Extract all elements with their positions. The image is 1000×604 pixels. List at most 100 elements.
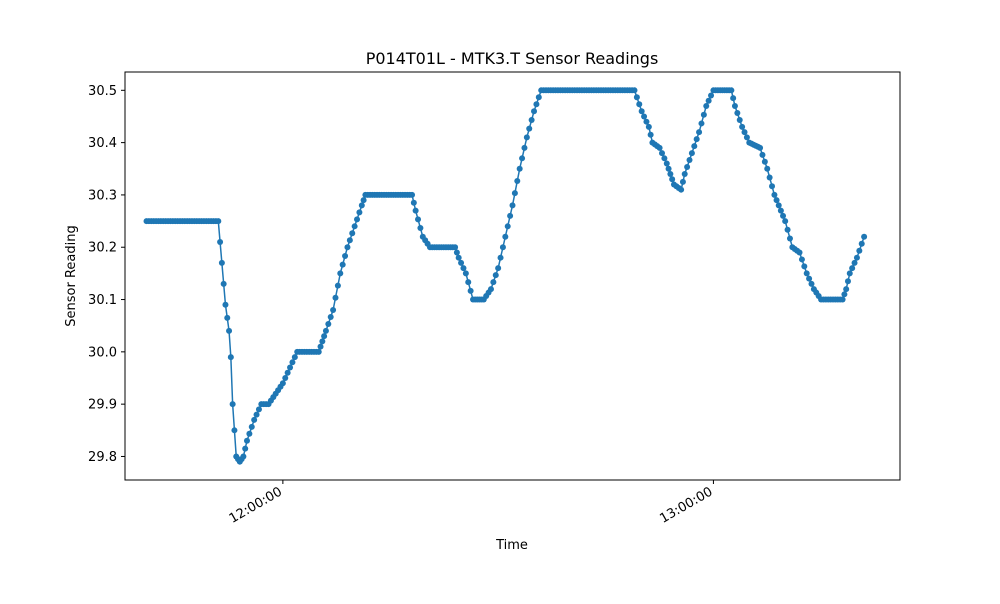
data-point xyxy=(669,176,676,183)
data-point xyxy=(248,423,255,430)
data-point xyxy=(344,244,351,251)
data-point xyxy=(452,244,459,251)
data-point xyxy=(415,216,422,223)
data-point xyxy=(226,327,233,334)
data-point xyxy=(334,282,341,289)
y-tick-label: 30.5 xyxy=(88,84,117,99)
data-point xyxy=(858,240,865,247)
data-point xyxy=(229,401,236,408)
data-point xyxy=(691,143,698,150)
y-axis-label: Sensor Reading xyxy=(64,225,79,326)
data-point xyxy=(354,216,361,223)
data-point xyxy=(251,416,258,423)
y-tick-label: 30.2 xyxy=(88,241,117,256)
data-point xyxy=(319,338,326,345)
data-point xyxy=(698,120,705,127)
data-point xyxy=(526,125,533,132)
data-point xyxy=(641,113,648,120)
data-point xyxy=(460,265,467,272)
data-point xyxy=(851,259,858,266)
data-point xyxy=(782,218,789,225)
data-point xyxy=(495,265,502,272)
data-point xyxy=(734,109,741,116)
data-point xyxy=(315,348,322,355)
data-point xyxy=(645,123,652,130)
y-tick-label: 30.1 xyxy=(88,293,117,308)
data-point xyxy=(693,136,700,143)
data-point xyxy=(844,278,851,285)
data-point xyxy=(499,244,506,251)
y-tick-label: 29.8 xyxy=(88,450,117,465)
data-point xyxy=(780,212,787,219)
data-point xyxy=(224,314,231,321)
data-point xyxy=(849,265,856,272)
data-point xyxy=(528,116,535,123)
data-point xyxy=(730,95,737,102)
data-point xyxy=(497,254,504,261)
data-point xyxy=(728,87,735,94)
data-point xyxy=(502,233,509,240)
data-point xyxy=(700,111,707,118)
data-point xyxy=(786,235,793,242)
data-point xyxy=(349,230,356,237)
data-point xyxy=(321,333,328,340)
data-point xyxy=(705,97,712,104)
axes-frame xyxy=(124,71,901,481)
data-layer xyxy=(143,87,868,465)
data-point xyxy=(342,252,349,259)
data-point xyxy=(327,313,334,320)
data-point xyxy=(462,270,469,277)
data-point xyxy=(412,207,419,214)
data-point xyxy=(856,247,863,254)
data-point xyxy=(638,108,645,115)
data-point xyxy=(222,301,229,308)
data-point xyxy=(769,183,776,190)
chart-title: P014T01L - MTK3.T Sensor Readings xyxy=(366,49,659,68)
data-point xyxy=(467,287,474,294)
data-point xyxy=(766,174,773,181)
data-point xyxy=(686,157,693,164)
y-tick-label: 30.0 xyxy=(88,345,117,360)
data-point xyxy=(289,359,296,366)
data-point xyxy=(764,165,771,172)
data-point xyxy=(325,320,332,327)
data-point xyxy=(458,259,465,266)
data-point xyxy=(523,134,530,141)
data-point xyxy=(490,279,497,286)
data-point xyxy=(360,197,367,204)
data-point xyxy=(492,272,499,279)
data-point xyxy=(533,101,540,108)
data-point xyxy=(777,207,784,214)
data-point xyxy=(511,190,518,197)
data-point xyxy=(743,134,750,141)
data-point xyxy=(839,296,846,303)
data-point xyxy=(231,427,238,434)
data-point xyxy=(227,354,234,361)
data-point xyxy=(798,256,805,263)
data-point xyxy=(218,259,225,266)
data-point xyxy=(667,171,674,177)
data-point xyxy=(337,270,344,277)
data-point xyxy=(284,369,291,376)
data-point xyxy=(507,212,514,219)
data-point xyxy=(681,171,688,177)
data-point xyxy=(696,129,703,136)
data-point xyxy=(656,144,663,151)
data-point xyxy=(317,343,324,350)
data-point xyxy=(322,327,329,334)
data-point xyxy=(330,307,337,313)
data-point xyxy=(801,263,808,270)
data-point xyxy=(757,144,764,151)
data-point xyxy=(220,280,227,287)
data-point xyxy=(410,199,417,206)
data-point xyxy=(255,406,262,413)
data-point xyxy=(455,254,462,261)
data-point xyxy=(246,430,253,437)
data-point xyxy=(661,155,668,162)
x-axis-label: Time xyxy=(495,538,528,553)
data-point xyxy=(487,286,494,293)
data-point xyxy=(688,150,695,157)
data-point xyxy=(339,261,346,268)
data-point xyxy=(736,116,743,123)
